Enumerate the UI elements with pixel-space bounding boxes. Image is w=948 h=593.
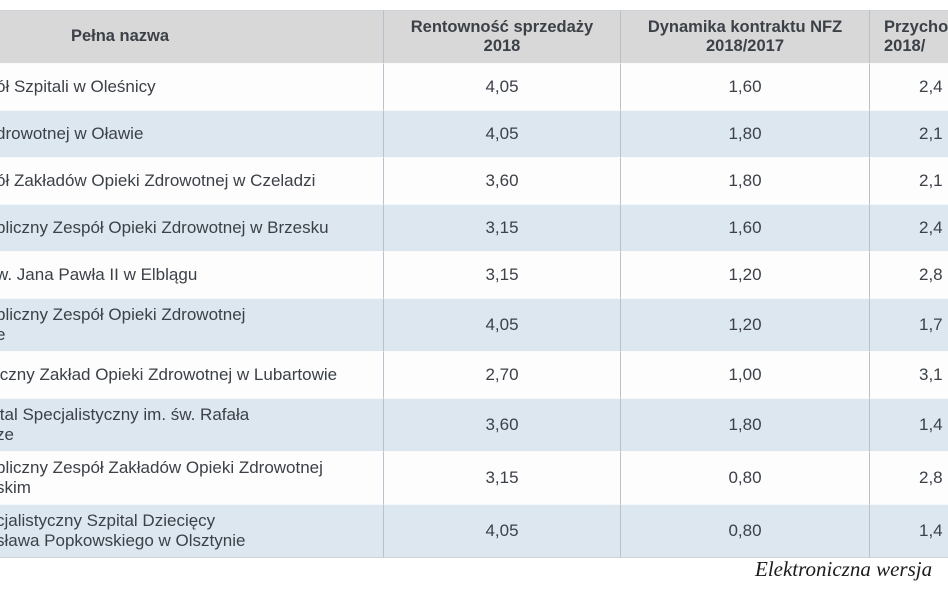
- table-row: bliczny Zespół Opieki Zdrowotnej w Brzes…: [0, 204, 948, 251]
- cell-nfz-contract-dynamics: 1,60: [620, 63, 869, 110]
- full-name-line-1: iczny Zakład Opieki Zdrowotnej w Lubarto…: [0, 364, 338, 384]
- full-name-line-1: drowotnej w Oławie: [0, 123, 144, 143]
- full-name-line-1: bliczny Zespół Zakładów Opieki Zdrowotne…: [0, 457, 323, 477]
- full-name-line-1: ół Szpitali w Oleśnicy: [0, 76, 156, 96]
- column-header-sublabel: 2018/2017: [706, 37, 784, 55]
- table-row: cjalistyczny Szpital Dziecięcy sława Pop…: [0, 504, 948, 557]
- cell-full-name: ół Zakładów Opieki Zdrowotnej w Czeladzi: [0, 157, 383, 204]
- full-name-line-1: cjalistyczny Szpital Dziecięcy: [0, 510, 216, 530]
- table-header-row: Pełna nazwa Rentowność sprzedaży 2018 Dy…: [0, 10, 948, 63]
- column-header-revenue: Przycho 2018/: [869, 10, 948, 63]
- cell-nfz-contract-dynamics: 1,60: [620, 204, 869, 251]
- cell-nfz-contract-dynamics: 1,00: [620, 351, 869, 398]
- table-row: iczny Zakład Opieki Zdrowotnej w Lubarto…: [0, 351, 948, 398]
- column-header-label: Rentowność sprzedaży: [410, 17, 594, 36]
- hospital-ranking-table: Pełna nazwa Rentowność sprzedaży 2018 Dy…: [0, 10, 948, 558]
- cell-nfz-contract-dynamics: 1,80: [620, 110, 869, 157]
- table-header: Pełna nazwa Rentowność sprzedaży 2018 Dy…: [0, 10, 948, 63]
- cell-sales-profitability: 3,60: [383, 157, 620, 204]
- cell-nfz-contract-dynamics: 1,80: [620, 398, 869, 451]
- cell-full-name: cjalistyczny Szpital Dziecięcy sława Pop…: [0, 504, 383, 557]
- full-name-line-2: sława Popkowskiego w Olsztynie: [0, 531, 246, 550]
- column-header-full-name: Pełna nazwa: [0, 10, 383, 63]
- cell-nfz-contract-dynamics: 0,80: [620, 451, 869, 504]
- table-body: ół Szpitali w Oleśnicy 4,05 1,60 2,4 dro…: [0, 63, 948, 557]
- full-name-line-1: ital Specjalistyczny im. św. Rafała: [0, 404, 250, 424]
- cell-revenue: 2,8: [869, 451, 948, 504]
- cell-sales-profitability: 3,15: [383, 451, 620, 504]
- column-header-label: Pełna nazwa: [70, 27, 170, 46]
- cell-nfz-contract-dynamics: 1,80: [620, 157, 869, 204]
- cell-revenue: 1,4: [869, 398, 948, 451]
- caption: Elektroniczna wersja: [755, 557, 933, 581]
- full-name-line-1: w. Jana Pawła II w Elblągu: [0, 264, 198, 284]
- cell-nfz-contract-dynamics: 1,20: [620, 298, 869, 351]
- cell-full-name: iczny Zakład Opieki Zdrowotnej w Lubarto…: [0, 351, 383, 398]
- cell-revenue: 2,8: [869, 251, 948, 298]
- table-row: w. Jana Pawła II w Elblągu 3,15 1,20 2,8: [0, 251, 948, 298]
- table-row: ół Zakładów Opieki Zdrowotnej w Czeladzi…: [0, 157, 948, 204]
- cell-full-name: bliczny Zespół Zakładów Opieki Zdrowotne…: [0, 451, 383, 504]
- cell-sales-profitability: 3,15: [383, 251, 620, 298]
- cell-sales-profitability: 4,05: [383, 298, 620, 351]
- table-row: bliczny Zespół Opieki Zdrowotnej e 4,05 …: [0, 298, 948, 351]
- column-header-sublabel: 2018: [483, 37, 521, 55]
- cell-full-name: ół Szpitali w Oleśnicy: [0, 63, 383, 110]
- cell-full-name: ital Specjalistyczny im. św. Rafała ze: [0, 398, 383, 451]
- full-name-line-2: ze: [0, 425, 14, 444]
- cell-revenue: 1,4: [869, 504, 948, 557]
- cell-revenue: 2,4: [869, 204, 948, 251]
- full-name-line-2: skim: [0, 478, 31, 497]
- column-header-sales-profitability: Rentowność sprzedaży 2018: [383, 10, 620, 63]
- column-header-sublabel: 2018/: [884, 37, 926, 55]
- cell-revenue: 3,1: [869, 351, 948, 398]
- cell-revenue: 2,1: [869, 157, 948, 204]
- cell-full-name: bliczny Zespół Opieki Zdrowotnej w Brzes…: [0, 204, 383, 251]
- cell-sales-profitability: 4,05: [383, 63, 620, 110]
- cell-full-name: bliczny Zespół Opieki Zdrowotnej e: [0, 298, 383, 351]
- full-name-line-1: ół Zakładów Opieki Zdrowotnej w Czeladzi: [0, 170, 316, 190]
- cell-sales-profitability: 4,05: [383, 110, 620, 157]
- cell-sales-profitability: 3,60: [383, 398, 620, 451]
- cell-sales-profitability: 4,05: [383, 504, 620, 557]
- table-row: ół Szpitali w Oleśnicy 4,05 1,60 2,4: [0, 63, 948, 110]
- table-row: ital Specjalistyczny im. św. Rafała ze 3…: [0, 398, 948, 451]
- cell-revenue: 2,1: [869, 110, 948, 157]
- cell-nfz-contract-dynamics: 0,80: [620, 504, 869, 557]
- cell-full-name: w. Jana Pawła II w Elblągu: [0, 251, 383, 298]
- full-name-line-2: e: [0, 325, 6, 344]
- column-header-nfz-contract-dynamics: Dynamika kontraktu NFZ 2018/2017: [620, 10, 869, 63]
- column-header-label: Dynamika kontraktu NFZ: [647, 17, 843, 36]
- table-row: drowotnej w Oławie 4,05 1,80 2,1: [0, 110, 948, 157]
- cell-nfz-contract-dynamics: 1,20: [620, 251, 869, 298]
- cell-sales-profitability: 3,15: [383, 204, 620, 251]
- full-name-line-1: bliczny Zespół Opieki Zdrowotnej: [0, 304, 246, 324]
- cell-full-name: drowotnej w Oławie: [0, 110, 383, 157]
- cell-sales-profitability: 2,70: [383, 351, 620, 398]
- table-row: bliczny Zespół Zakładów Opieki Zdrowotne…: [0, 451, 948, 504]
- cell-revenue: 1,7: [869, 298, 948, 351]
- cell-revenue: 2,4: [869, 63, 948, 110]
- column-header-label: Przycho: [884, 17, 948, 36]
- full-name-line-1: bliczny Zespół Opieki Zdrowotnej w Brzes…: [0, 217, 329, 237]
